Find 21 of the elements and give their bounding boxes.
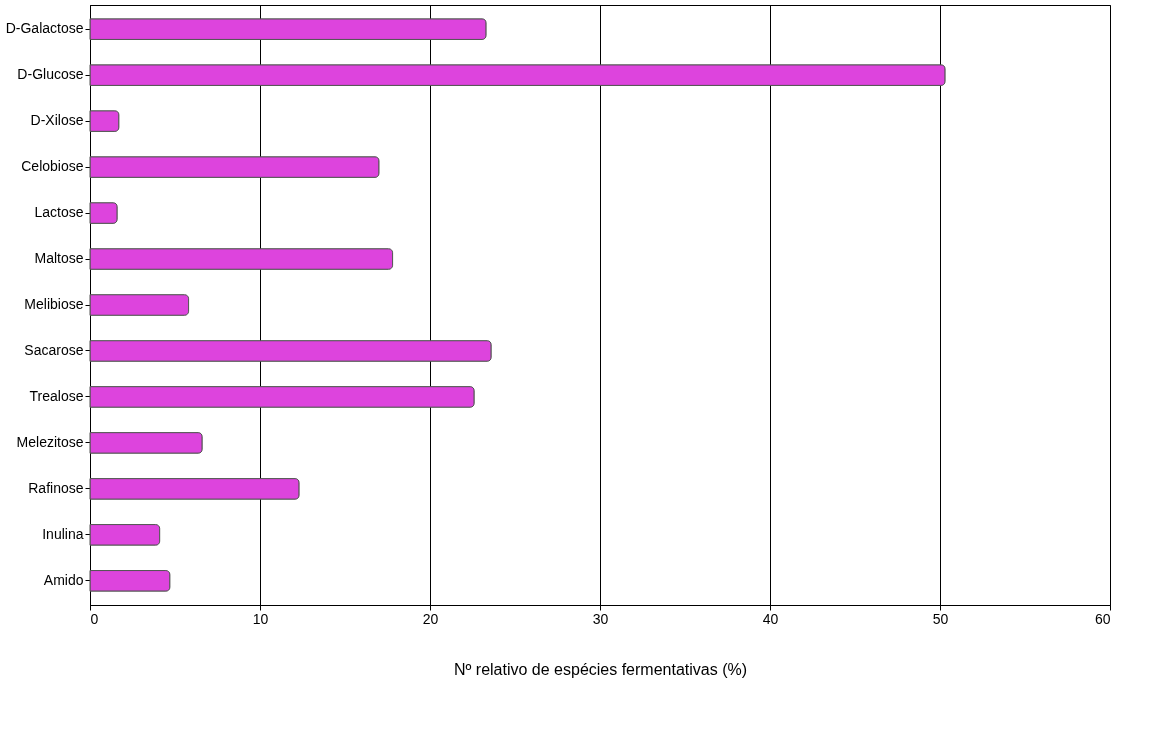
y-tick-label: Inulina	[42, 525, 84, 542]
x-tick-label: 20	[422, 610, 439, 627]
y-tick-label: Melibiose	[24, 296, 84, 312]
x-tick-label: 10	[252, 610, 269, 627]
y-tick-label: Sacarose	[24, 341, 84, 358]
y-tick-label: Maltose	[34, 250, 84, 267]
y-tick-label: Rafinose	[28, 479, 84, 496]
y-tick-label: Melezitose	[16, 433, 84, 450]
y-tick-label: D-Galactose	[5, 20, 84, 37]
y-tick-label: D-Xilose	[30, 112, 84, 129]
x-tick-label: 40	[762, 610, 779, 627]
x-tick-label: 30	[592, 610, 609, 627]
y-tick-label: D-Glucose	[17, 66, 84, 83]
y-tick-label: Trealose	[29, 387, 84, 404]
y-tick-label: Amido	[43, 571, 84, 588]
x-axis-title: Nº relativo de espécies fermentativas (%)	[453, 660, 748, 678]
x-tick-label: 0	[90, 610, 99, 627]
y-tick-label: Celobiose	[21, 158, 84, 175]
x-tick-label: 60	[1094, 610, 1111, 627]
x-tick-label: 50	[932, 610, 949, 627]
y-tick-label: Lactose	[34, 204, 84, 221]
